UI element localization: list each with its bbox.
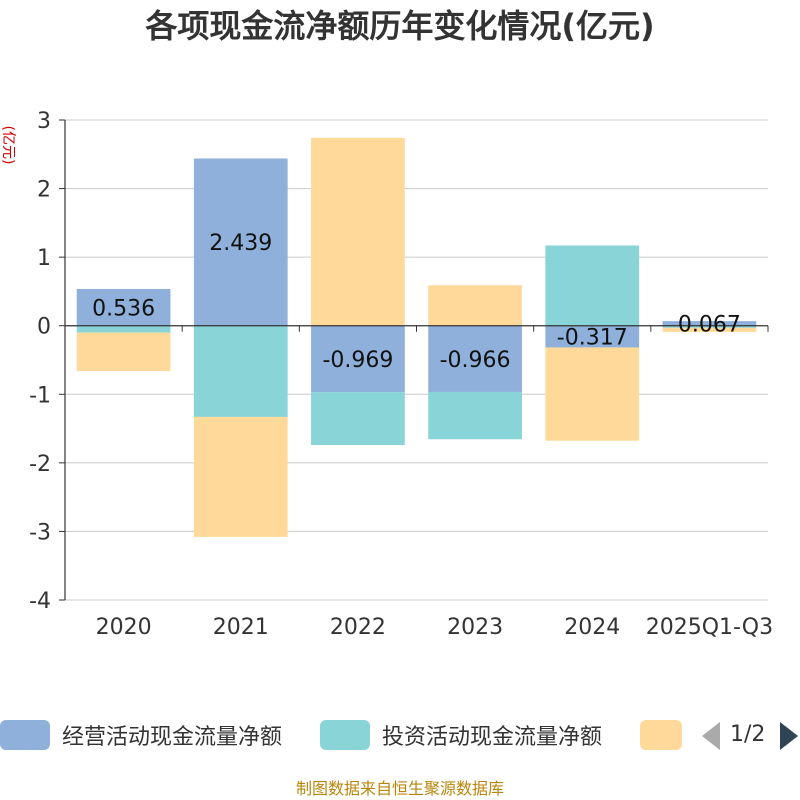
y-tick-label: -2 [29,452,51,477]
legend-item-operating[interactable]: 经营活动现金流量净额 [0,718,282,752]
x-tick-label-2021: 2021 [213,615,269,640]
x-tick-label-2023: 2023 [447,615,503,640]
legend-next-page-icon[interactable] [780,722,798,750]
legend-swatch-operating [0,720,50,750]
data-labels: 0.536 2.439 -0.969 -0.966 -0.317 0.067 [92,231,741,373]
bar-series1-2025Q1-Q3 [662,321,757,326]
data-label-2023: -0.966 [440,348,511,373]
y-tick-label: -3 [29,520,51,545]
legend-item-investing[interactable]: 投资活动现金流量净额 [320,718,602,752]
legend: 经营活动现金流量净额 投资活动现金流量净额 1/2 [0,712,800,758]
legend-label-operating: 经营活动现金流量净额 [62,725,283,750]
bar-series2-2023 [428,391,522,440]
y-tick-label: -1 [29,383,51,408]
bar-series1-2022 [311,325,405,393]
data-label-2020: 0.536 [92,296,155,321]
bar-series3-2025Q1-Q3 [662,327,757,332]
source-note: 制图数据来自恒生聚源数据库 [295,779,504,798]
bar-series2-2022 [311,392,405,445]
y-tick-label: -4 [29,589,51,614]
legend-page-indicator: 1/2 [730,722,766,747]
bar-series3-2023 [428,285,522,326]
chart-area: 3 2 1 0 -1 -2 -3 -4 (亿元) 2020 2021 2022 2023 2024 2025… [0,109,773,640]
data-label-2022: -0.969 [322,348,393,373]
data-label-2025Q1-Q3: 0.067 [678,312,741,337]
bar-series1-2021 [193,158,288,326]
chart-title: 各项现金流净额历年变化情况(亿元) [145,7,655,45]
bar-series1-2024 [545,325,640,348]
y-tick-label: 3 [37,109,51,134]
bar-series3-2021 [193,416,288,537]
bar-series3-2020 [76,332,171,371]
x-tick-label-2025Q1-Q3: 2025Q1-Q3 [646,615,773,640]
bar-series2-2021 [193,325,288,417]
bar-series2-2025Q1-Q3 [662,325,757,328]
x-tick-label-2020: 2020 [96,615,152,640]
bar-series2-2020 [76,325,171,333]
bar-series2-2024 [545,245,640,326]
legend-item-financing[interactable] [640,718,682,752]
bar-series3-2022 [311,137,405,326]
bars [76,137,757,537]
y-axis-unit-label: (亿元) [0,126,16,165]
legend-swatch-financing [640,720,682,750]
data-label-2021: 2.439 [209,231,272,256]
bar-series3-2024 [545,347,640,441]
x-tick-label-2024: 2024 [564,615,620,640]
legend-label-investing: 投资活动现金流量净额 [382,725,603,750]
y-tick-label: 1 [37,246,51,271]
x-tick-label-2022: 2022 [330,615,386,640]
axes: 3 2 1 0 -1 -2 -3 -4 (亿元) 2020 2021 2022 2023 2024 2025… [0,109,773,640]
data-label-2024: -0.317 [557,326,628,351]
legend-prev-page-icon[interactable] [702,722,720,750]
legend-swatch-investing [320,720,370,750]
bar-series1-2020 [76,288,171,326]
y-tick-label: 2 [37,178,51,203]
bar-series1-2023 [428,325,522,392]
grid-lines [65,119,768,601]
y-tick-label: 0 [37,315,51,340]
